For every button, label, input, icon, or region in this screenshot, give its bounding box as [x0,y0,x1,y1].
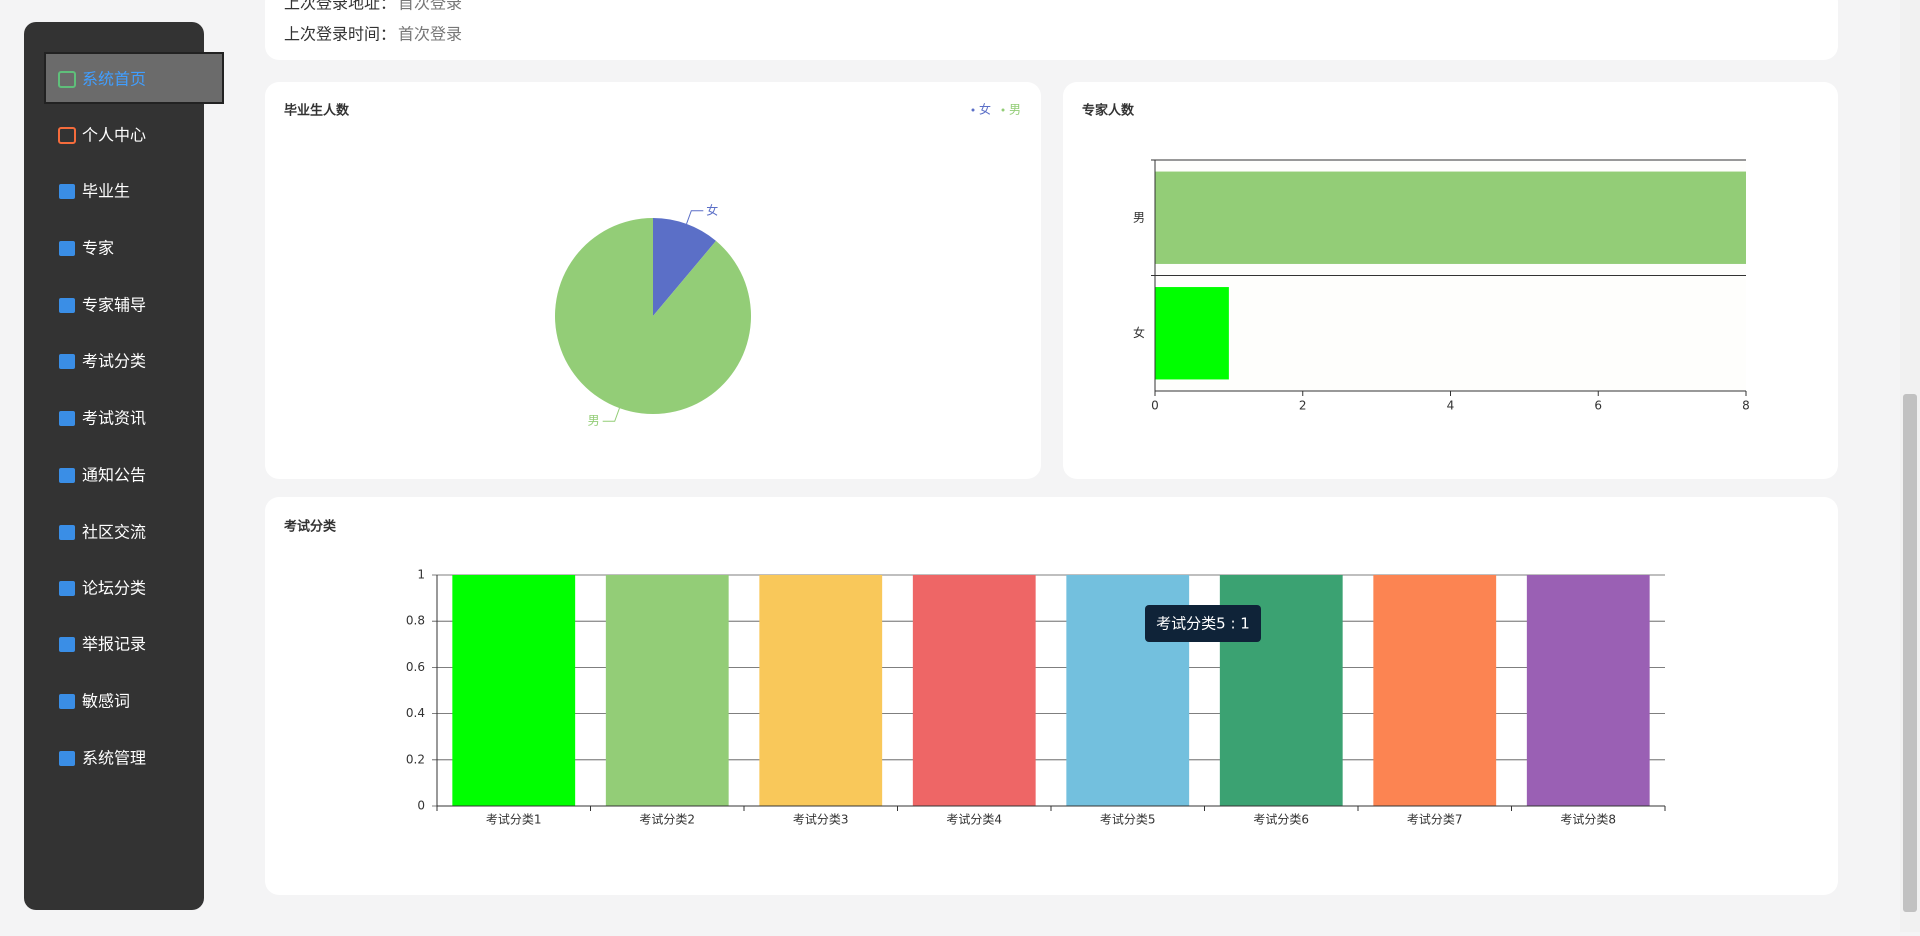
menu-item[interactable]: 专家 [82,239,114,258]
menu-item[interactable]: 系统管理 [82,749,146,768]
x-tick-label: 考试分类6 [1253,812,1309,827]
info-card [265,0,1838,60]
legend-label[interactable]: 女 [979,102,991,117]
menu-item[interactable]: 考试资讯 [82,409,146,428]
x-tick-label: 0 [1151,399,1159,413]
x-tick-label: 考试分类2 [639,812,695,827]
x-tick-label: 8 [1742,399,1750,413]
chart-title: 毕业生人数 [284,103,350,119]
menu-icon [59,241,75,256]
x-tick-label: 考试分类5 [1100,812,1156,827]
menu-item[interactable]: 社区交流 [82,523,146,542]
menu-item[interactable]: 个人中心 [82,126,146,145]
chart-title: 考试分类 [284,519,337,535]
menu-icon [59,581,75,596]
x-tick-label: 4 [1447,399,1455,413]
info-value: 首次登录 [398,0,462,13]
menu-item[interactable]: 通知公告 [82,466,146,485]
bar[interactable] [1373,575,1497,806]
menu-icon [59,637,75,652]
bar[interactable] [759,575,883,806]
y-tick-label: 1 [417,568,425,582]
info-value: 首次登录 [398,25,462,44]
bar[interactable] [1155,171,1746,264]
y-tick-label: 0 [417,799,425,813]
menu-item[interactable]: 论坛分类 [82,579,146,598]
menu-item[interactable]: 系统首页 [82,70,146,89]
legend-dot[interactable] [971,108,975,112]
tooltip-bg [1145,605,1261,642]
pie-label: 女 [706,202,718,217]
menu-icon [59,411,75,426]
x-tick-label: 考试分类7 [1407,812,1463,827]
x-tick-label: 考试分类1 [486,812,542,827]
bar[interactable] [1155,287,1229,380]
pie-label-line [602,407,620,422]
menu-icon [58,127,76,144]
chart-title: 专家人数 [1082,103,1135,119]
legend-label[interactable]: 男 [1009,103,1021,117]
menu-icon [59,298,75,313]
bar[interactable] [605,575,729,806]
info-label: 上次登录地址： [284,0,396,13]
pie-label-line [686,210,704,225]
menu-item[interactable]: 专家辅导 [82,296,146,315]
scrollbar-thumb[interactable] [1903,394,1917,912]
y-tick-label: 男 [1133,210,1145,224]
menu-icon [59,694,75,709]
y-tick-label: 0.4 [406,706,425,720]
y-tick-label: 0.2 [406,752,425,766]
menu-item[interactable]: 举报记录 [82,635,146,654]
info-label: 上次登录时间： [284,25,396,44]
x-tick-label: 6 [1594,399,1602,413]
menu-icon [59,525,75,540]
x-tick-label: 考试分类3 [793,812,849,827]
legend-dot[interactable] [1001,108,1005,112]
menu-icon [58,71,76,88]
bar[interactable] [912,575,1036,806]
pie-slice[interactable] [653,218,716,316]
tooltip: 考试分类5 : 1 [1156,615,1250,633]
x-tick-label: 考试分类8 [1560,812,1616,827]
menu-item[interactable]: 考试分类 [82,352,146,371]
menu-item[interactable]: 敏感词 [82,692,130,711]
bar[interactable] [452,575,576,806]
y-tick-label: 0.6 [406,660,425,674]
menu-icon [59,751,75,766]
x-tick-label: 考试分类4 [946,812,1002,827]
bar[interactable] [1526,575,1650,806]
menu-icon [59,354,75,369]
x-tick-label: 2 [1299,399,1307,413]
y-tick-label: 女 [1133,325,1145,340]
pie-slice[interactable] [555,218,751,414]
pie-label: 男 [588,414,600,428]
menu-item[interactable]: 毕业生 [82,182,130,201]
menu-icon [59,468,75,483]
menu-icon [59,184,75,199]
y-tick-label: 0.8 [406,614,425,628]
